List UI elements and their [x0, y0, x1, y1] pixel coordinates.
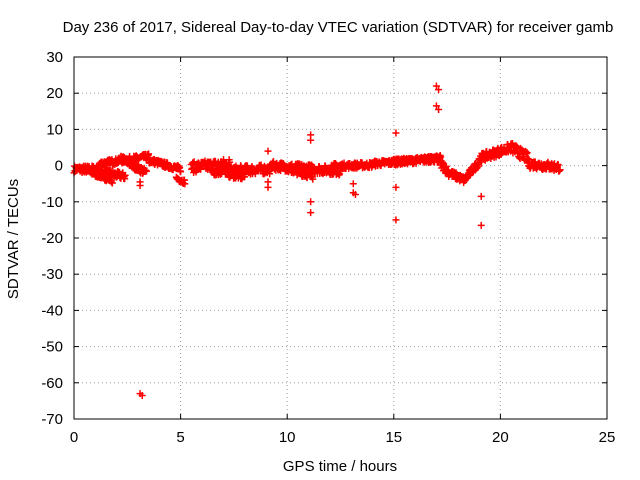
- data-point: [556, 166, 564, 174]
- y-tick-label: -40: [41, 302, 63, 319]
- data-point: [177, 168, 185, 176]
- data-point: [477, 192, 485, 200]
- y-tick-label: -10: [41, 194, 63, 211]
- y-tick-label: -50: [41, 339, 63, 356]
- x-tick-label: 10: [279, 429, 296, 446]
- data-point: [513, 143, 521, 151]
- x-tick-label: 20: [492, 429, 509, 446]
- y-tick-label: 30: [46, 49, 63, 66]
- data-point: [264, 183, 272, 191]
- data-point: [307, 198, 315, 206]
- data-point: [554, 161, 562, 169]
- y-tick-label: -60: [41, 375, 63, 392]
- data-point: [142, 167, 150, 175]
- y-tick-label: 10: [46, 121, 63, 138]
- data-point: [121, 171, 129, 179]
- x-axis-label: GPS time / hours: [283, 458, 397, 475]
- x-tick-label: 15: [385, 429, 402, 446]
- data-point: [477, 221, 485, 229]
- grid: [74, 57, 607, 419]
- data-point: [307, 209, 315, 217]
- y-tick-label: -30: [41, 266, 63, 283]
- data-point: [432, 102, 440, 110]
- chart-title: Day 236 of 2017, Sidereal Day-to-day VTE…: [63, 19, 614, 36]
- data-point: [241, 173, 249, 181]
- data-point: [309, 175, 317, 183]
- data-point: [264, 147, 272, 155]
- data-point: [432, 82, 440, 90]
- data-point: [392, 216, 400, 224]
- data-point: [351, 191, 359, 199]
- data-point: [276, 166, 284, 174]
- data-point: [435, 86, 443, 94]
- data-point: [307, 136, 315, 144]
- data-point: [138, 391, 146, 399]
- data-point: [392, 129, 400, 137]
- y-tick-label: -70: [41, 411, 63, 428]
- x-tick-label: 0: [70, 429, 78, 446]
- data-point: [226, 158, 234, 166]
- data-point: [392, 183, 400, 191]
- plot-frame: [73, 56, 608, 420]
- y-axis-label: SDTVAR / TECUs: [5, 179, 22, 299]
- data-point: [435, 105, 443, 113]
- y-tick-label: 0: [55, 158, 63, 175]
- x-tick-label: 5: [176, 429, 184, 446]
- data-point: [108, 179, 116, 187]
- data-marks: [70, 82, 564, 399]
- data-point: [136, 182, 144, 190]
- y-tick-label: 20: [46, 85, 63, 102]
- data-point: [523, 149, 531, 157]
- data-point: [349, 180, 357, 188]
- data-point: [522, 150, 530, 158]
- x-tick-label: 25: [599, 429, 616, 446]
- axis-ticks: 0 5 10 15 20 25 30 20 10 0 -10 -20 -30 -40 -50 -60 -70: [41, 49, 615, 446]
- data-point: [181, 180, 189, 188]
- y-tick-label: -20: [41, 230, 63, 247]
- data-point: [266, 170, 274, 178]
